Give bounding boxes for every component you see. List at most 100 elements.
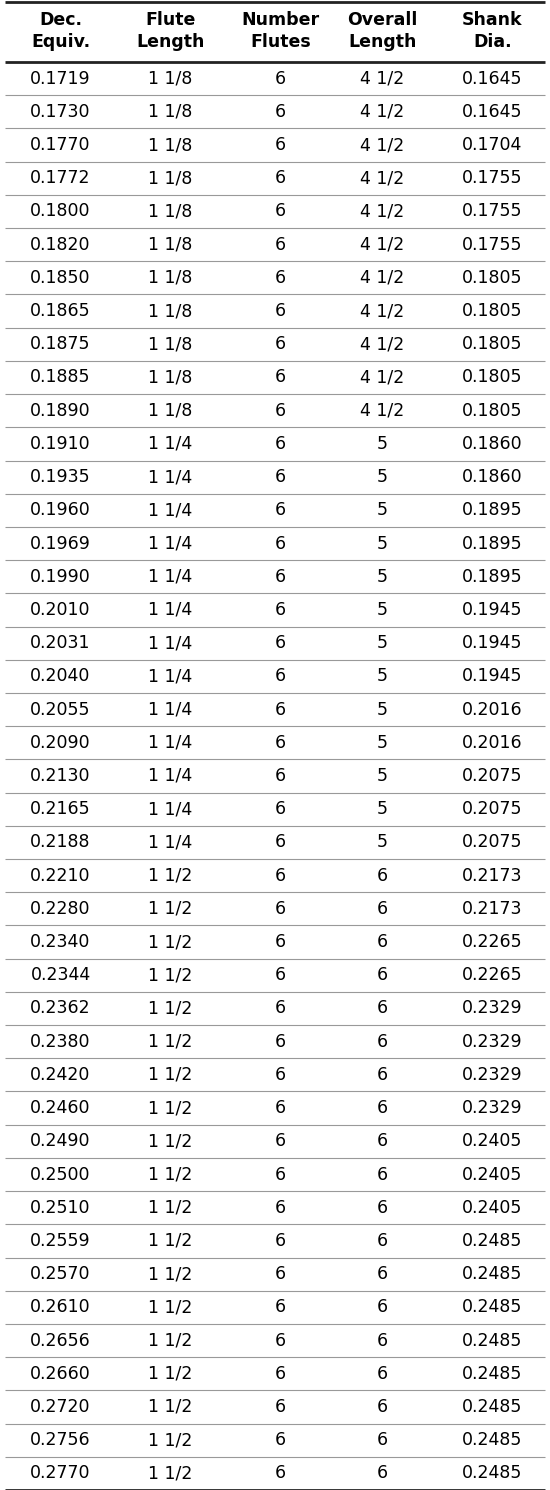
Text: 0.2500: 0.2500 bbox=[30, 1165, 91, 1183]
Text: 0.2770: 0.2770 bbox=[30, 1465, 91, 1483]
Text: 0.2016: 0.2016 bbox=[462, 700, 522, 718]
Text: 6: 6 bbox=[275, 700, 286, 718]
Text: Number
Flutes: Number Flutes bbox=[241, 12, 320, 51]
Text: 6: 6 bbox=[377, 933, 388, 951]
Text: 1 1/8: 1 1/8 bbox=[148, 302, 192, 320]
Text: 6: 6 bbox=[275, 1298, 286, 1316]
Text: 6: 6 bbox=[275, 1465, 286, 1483]
Text: 1 1/8: 1 1/8 bbox=[148, 335, 192, 353]
Text: 1 1/4: 1 1/4 bbox=[148, 800, 192, 818]
Text: 0.1935: 0.1935 bbox=[30, 468, 91, 486]
Text: 1 1/2: 1 1/2 bbox=[148, 1199, 192, 1217]
Text: 0.2485: 0.2485 bbox=[462, 1365, 522, 1383]
Text: 1 1/8: 1 1/8 bbox=[148, 402, 192, 420]
Text: 5: 5 bbox=[377, 833, 388, 851]
Text: 1 1/2: 1 1/2 bbox=[148, 1065, 192, 1083]
Text: 0.2329: 0.2329 bbox=[462, 1065, 522, 1083]
Text: 0.2485: 0.2485 bbox=[462, 1298, 522, 1316]
Text: 0.2130: 0.2130 bbox=[30, 767, 91, 785]
Text: 0.2280: 0.2280 bbox=[30, 900, 91, 918]
Text: 6: 6 bbox=[275, 1100, 286, 1118]
Text: 0.2570: 0.2570 bbox=[30, 1265, 91, 1283]
Text: 0.2075: 0.2075 bbox=[462, 767, 522, 785]
Text: 6: 6 bbox=[275, 535, 286, 553]
Text: 0.1875: 0.1875 bbox=[30, 335, 91, 353]
Text: 6: 6 bbox=[275, 733, 286, 752]
Text: 6: 6 bbox=[275, 1165, 286, 1183]
Text: 6: 6 bbox=[377, 1265, 388, 1283]
Text: 4 1/2: 4 1/2 bbox=[360, 368, 404, 386]
Text: 0.1945: 0.1945 bbox=[462, 600, 522, 618]
Text: 0.2485: 0.2485 bbox=[462, 1398, 522, 1416]
Text: 0.1945: 0.1945 bbox=[462, 635, 522, 653]
Text: 0.2329: 0.2329 bbox=[462, 1000, 522, 1018]
Text: 1 1/2: 1 1/2 bbox=[148, 933, 192, 951]
Text: 0.2031: 0.2031 bbox=[30, 635, 91, 653]
Text: 0.1800: 0.1800 bbox=[30, 203, 91, 221]
Text: 6: 6 bbox=[377, 1165, 388, 1183]
Text: 0.2173: 0.2173 bbox=[462, 900, 522, 918]
Text: 6: 6 bbox=[275, 1332, 286, 1350]
Text: 4 1/2: 4 1/2 bbox=[360, 302, 404, 320]
Text: 0.1805: 0.1805 bbox=[462, 335, 522, 353]
Text: 1 1/4: 1 1/4 bbox=[148, 568, 192, 586]
Text: 0.2173: 0.2173 bbox=[462, 867, 522, 885]
Text: 1 1/2: 1 1/2 bbox=[148, 966, 192, 985]
Text: 0.1865: 0.1865 bbox=[30, 302, 91, 320]
Text: 1 1/4: 1 1/4 bbox=[148, 733, 192, 752]
Text: 0.1820: 0.1820 bbox=[30, 235, 91, 253]
Text: 6: 6 bbox=[275, 767, 286, 785]
Text: 0.2485: 0.2485 bbox=[462, 1465, 522, 1483]
Text: 6: 6 bbox=[275, 268, 286, 288]
Text: 6: 6 bbox=[275, 435, 286, 453]
Text: 0.1772: 0.1772 bbox=[30, 170, 91, 188]
Text: 0.2265: 0.2265 bbox=[462, 966, 522, 985]
Text: 6: 6 bbox=[377, 1100, 388, 1118]
Text: Overall
Length: Overall Length bbox=[347, 12, 417, 51]
Text: 0.2055: 0.2055 bbox=[30, 700, 91, 718]
Text: 1 1/8: 1 1/8 bbox=[148, 70, 192, 88]
Text: 6: 6 bbox=[377, 1365, 388, 1383]
Text: 1 1/4: 1 1/4 bbox=[148, 668, 192, 685]
Text: 6: 6 bbox=[275, 402, 286, 420]
Text: 6: 6 bbox=[275, 800, 286, 818]
Text: 0.1890: 0.1890 bbox=[30, 402, 91, 420]
Text: 0.1805: 0.1805 bbox=[462, 368, 522, 386]
Text: 1 1/4: 1 1/4 bbox=[148, 535, 192, 553]
Text: 1 1/4: 1 1/4 bbox=[148, 501, 192, 520]
Text: 0.1755: 0.1755 bbox=[462, 170, 522, 188]
Text: 1 1/4: 1 1/4 bbox=[148, 767, 192, 785]
Text: 1 1/4: 1 1/4 bbox=[148, 468, 192, 486]
Text: 5: 5 bbox=[377, 568, 388, 586]
Text: 5: 5 bbox=[377, 800, 388, 818]
Text: 0.1990: 0.1990 bbox=[30, 568, 91, 586]
Text: 6: 6 bbox=[275, 468, 286, 486]
Text: 0.2559: 0.2559 bbox=[30, 1232, 91, 1250]
Text: 0.2340: 0.2340 bbox=[30, 933, 91, 951]
Text: 0.1860: 0.1860 bbox=[462, 435, 522, 453]
Text: 0.2075: 0.2075 bbox=[462, 800, 522, 818]
Text: 6: 6 bbox=[275, 1033, 286, 1050]
Text: 5: 5 bbox=[377, 767, 388, 785]
Text: 6: 6 bbox=[377, 1432, 388, 1450]
Text: 0.2362: 0.2362 bbox=[30, 1000, 91, 1018]
Text: 6: 6 bbox=[275, 1365, 286, 1383]
Text: 6: 6 bbox=[275, 867, 286, 885]
Text: 0.2329: 0.2329 bbox=[462, 1100, 522, 1118]
Text: 6: 6 bbox=[275, 833, 286, 851]
Text: 0.2075: 0.2075 bbox=[462, 833, 522, 851]
Text: 0.2656: 0.2656 bbox=[30, 1332, 91, 1350]
Text: 5: 5 bbox=[377, 700, 388, 718]
Text: 6: 6 bbox=[275, 933, 286, 951]
Text: 0.2165: 0.2165 bbox=[30, 800, 91, 818]
Text: 1 1/2: 1 1/2 bbox=[148, 1432, 192, 1450]
Text: 0.1885: 0.1885 bbox=[30, 368, 91, 386]
Text: 6: 6 bbox=[275, 966, 286, 985]
Text: 5: 5 bbox=[377, 733, 388, 752]
Text: 6: 6 bbox=[275, 1065, 286, 1083]
Text: 0.2265: 0.2265 bbox=[462, 933, 522, 951]
Text: Dec.
Equiv.: Dec. Equiv. bbox=[31, 12, 90, 51]
Text: 6: 6 bbox=[377, 966, 388, 985]
Text: 6: 6 bbox=[275, 136, 286, 153]
Text: 5: 5 bbox=[377, 600, 388, 618]
